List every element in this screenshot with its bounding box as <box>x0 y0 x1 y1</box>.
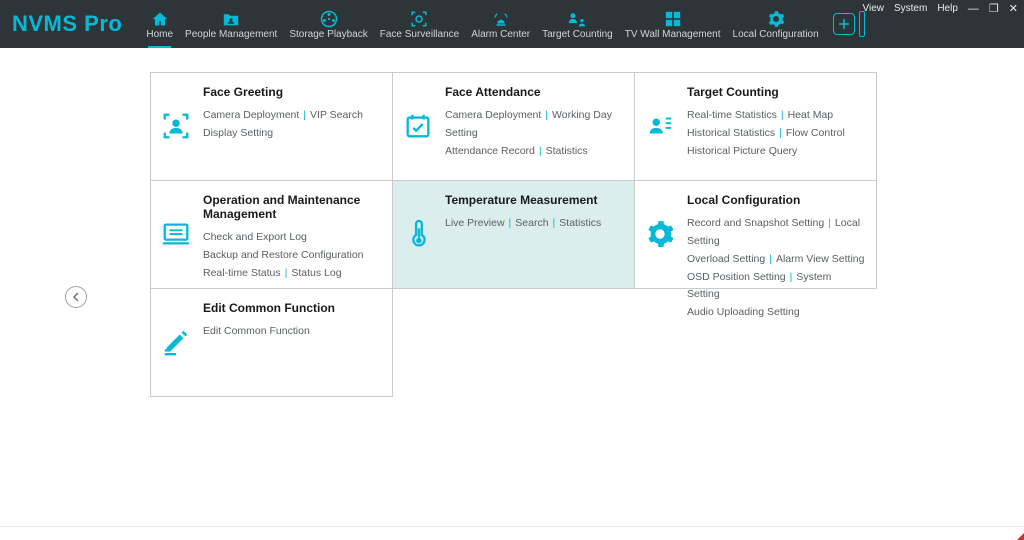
card-title: Edit Common Function <box>203 301 382 315</box>
face-greeting-icon <box>161 111 191 141</box>
edit-icon <box>161 327 191 357</box>
face-scan-icon <box>410 9 428 29</box>
target-counting-icon <box>645 111 675 141</box>
card-links: Camera Deployment|VIP Search Display Set… <box>203 107 382 143</box>
link[interactable]: Real-time Status <box>203 267 281 279</box>
home-icon <box>151 9 169 29</box>
link[interactable]: Real-time Statistics <box>687 109 777 121</box>
card-face-greeting[interactable]: Face Greeting Camera Deployment|VIP Sear… <box>150 72 393 181</box>
link[interactable]: Statistics <box>559 217 601 229</box>
link[interactable]: Search <box>515 217 548 229</box>
nav-label: Local Configuration <box>733 29 819 40</box>
nav-alarm-center[interactable]: Alarm Center <box>465 0 536 48</box>
link[interactable]: Edit Common Function <box>203 325 310 337</box>
nav-label: Alarm Center <box>471 29 530 40</box>
link[interactable]: Flow Control <box>786 127 845 139</box>
counting-icon <box>567 9 587 29</box>
reel-icon <box>320 9 338 29</box>
card-links: Live Preview|Search|Statistics <box>445 215 624 233</box>
link[interactable]: Audio Uploading Setting <box>687 306 800 318</box>
link[interactable]: Backup and Restore Configuration <box>203 249 364 261</box>
card-om-management[interactable]: Operation and Maintenance Management Che… <box>150 180 393 289</box>
card-edit-common[interactable]: Edit Common Function Edit Common Functio… <box>150 288 393 397</box>
nav-label: Target Counting <box>542 29 613 40</box>
main-nav: Home People Management Storage Playback … <box>140 0 864 48</box>
content-area: Face Greeting Camera Deployment|VIP Sear… <box>0 48 1024 540</box>
link[interactable]: Live Preview <box>445 217 505 229</box>
link[interactable]: OSD Position Setting <box>687 271 786 283</box>
close-button[interactable]: ✕ <box>1009 2 1018 15</box>
link[interactable]: Camera Deployment <box>203 109 299 121</box>
card-links: Camera Deployment|Working Day Setting At… <box>445 107 624 161</box>
link[interactable]: Heat Map <box>788 109 834 121</box>
status-bar <box>0 526 1024 540</box>
om-icon <box>161 219 191 249</box>
link[interactable]: Historical Statistics <box>687 127 775 139</box>
card-face-attendance[interactable]: Face Attendance Camera Deployment|Workin… <box>392 72 635 181</box>
card-target-counting[interactable]: Target Counting Real-time Statistics|Hea… <box>634 72 877 181</box>
system-menu: View System Help — ❐ ✕ <box>862 2 1018 15</box>
card-title: Local Configuration <box>687 193 866 207</box>
card-local-config[interactable]: Local Configuration Record and Snapshot … <box>634 180 877 289</box>
card-links: Real-time Statistics|Heat Map Historical… <box>687 107 866 161</box>
card-title: Face Attendance <box>445 85 624 99</box>
thermometer-icon <box>403 219 433 249</box>
alarm-icon <box>492 9 510 29</box>
nav-home[interactable]: Home <box>140 0 179 48</box>
link[interactable]: Camera Deployment <box>445 109 541 121</box>
folder-user-icon <box>221 9 241 29</box>
nav-label: TV Wall Management <box>625 29 721 40</box>
link[interactable]: Record and Snapshot Setting <box>687 217 824 229</box>
function-grid: Face Greeting Camera Deployment|VIP Sear… <box>150 72 1024 396</box>
link[interactable]: Display Setting <box>203 127 273 139</box>
card-title: Temperature Measurement <box>445 193 624 207</box>
nav-label: Storage Playback <box>289 29 367 40</box>
card-title: Face Greeting <box>203 85 382 99</box>
link[interactable]: Historical Picture Query <box>687 145 797 157</box>
nav-label: People Management <box>185 29 277 40</box>
link[interactable]: Check and Export Log <box>203 231 307 243</box>
card-temperature[interactable]: Temperature Measurement Live Preview|Sea… <box>392 180 635 289</box>
link[interactable]: Statistics <box>546 145 588 157</box>
maximize-button[interactable]: ❐ <box>989 2 999 15</box>
card-links: Check and Export Log Backup and Restore … <box>203 229 382 283</box>
title-bar: NVMS Pro Home People Management Storage … <box>0 0 1024 48</box>
menu-help[interactable]: Help <box>937 3 958 14</box>
add-tab-button[interactable] <box>833 13 855 35</box>
card-title: Operation and Maintenance Management <box>203 193 382 221</box>
link[interactable]: VIP Search <box>310 109 363 121</box>
back-arrow-button[interactable] <box>65 286 87 308</box>
link[interactable]: Overload Setting <box>687 253 765 265</box>
link[interactable]: Status Log <box>291 267 341 279</box>
nav-people-management[interactable]: People Management <box>179 0 283 48</box>
app-logo: NVMS Pro <box>0 11 140 37</box>
nav-target-counting[interactable]: Target Counting <box>536 0 619 48</box>
nav-face-surveillance[interactable]: Face Surveillance <box>374 0 465 48</box>
menu-system[interactable]: System <box>894 3 927 14</box>
attendance-icon <box>403 111 433 141</box>
link[interactable]: Attendance Record <box>445 145 535 157</box>
minimize-button[interactable]: — <box>968 3 979 15</box>
nav-storage-playback[interactable]: Storage Playback <box>283 0 373 48</box>
gear-large-icon <box>645 219 675 249</box>
card-links: Edit Common Function <box>203 323 382 341</box>
nav-label: Home <box>146 29 173 40</box>
link[interactable]: Alarm View Setting <box>776 253 865 265</box>
gear-icon <box>767 9 785 29</box>
menu-view[interactable]: View <box>862 3 884 14</box>
nav-tv-wall[interactable]: TV Wall Management <box>619 0 727 48</box>
nav-label: Face Surveillance <box>380 29 459 40</box>
card-title: Target Counting <box>687 85 866 99</box>
card-links: Record and Snapshot Setting|Local Settin… <box>687 215 866 322</box>
grid-icon <box>665 9 681 29</box>
nav-local-config[interactable]: Local Configuration <box>727 0 825 48</box>
nav-extra <box>833 0 865 48</box>
